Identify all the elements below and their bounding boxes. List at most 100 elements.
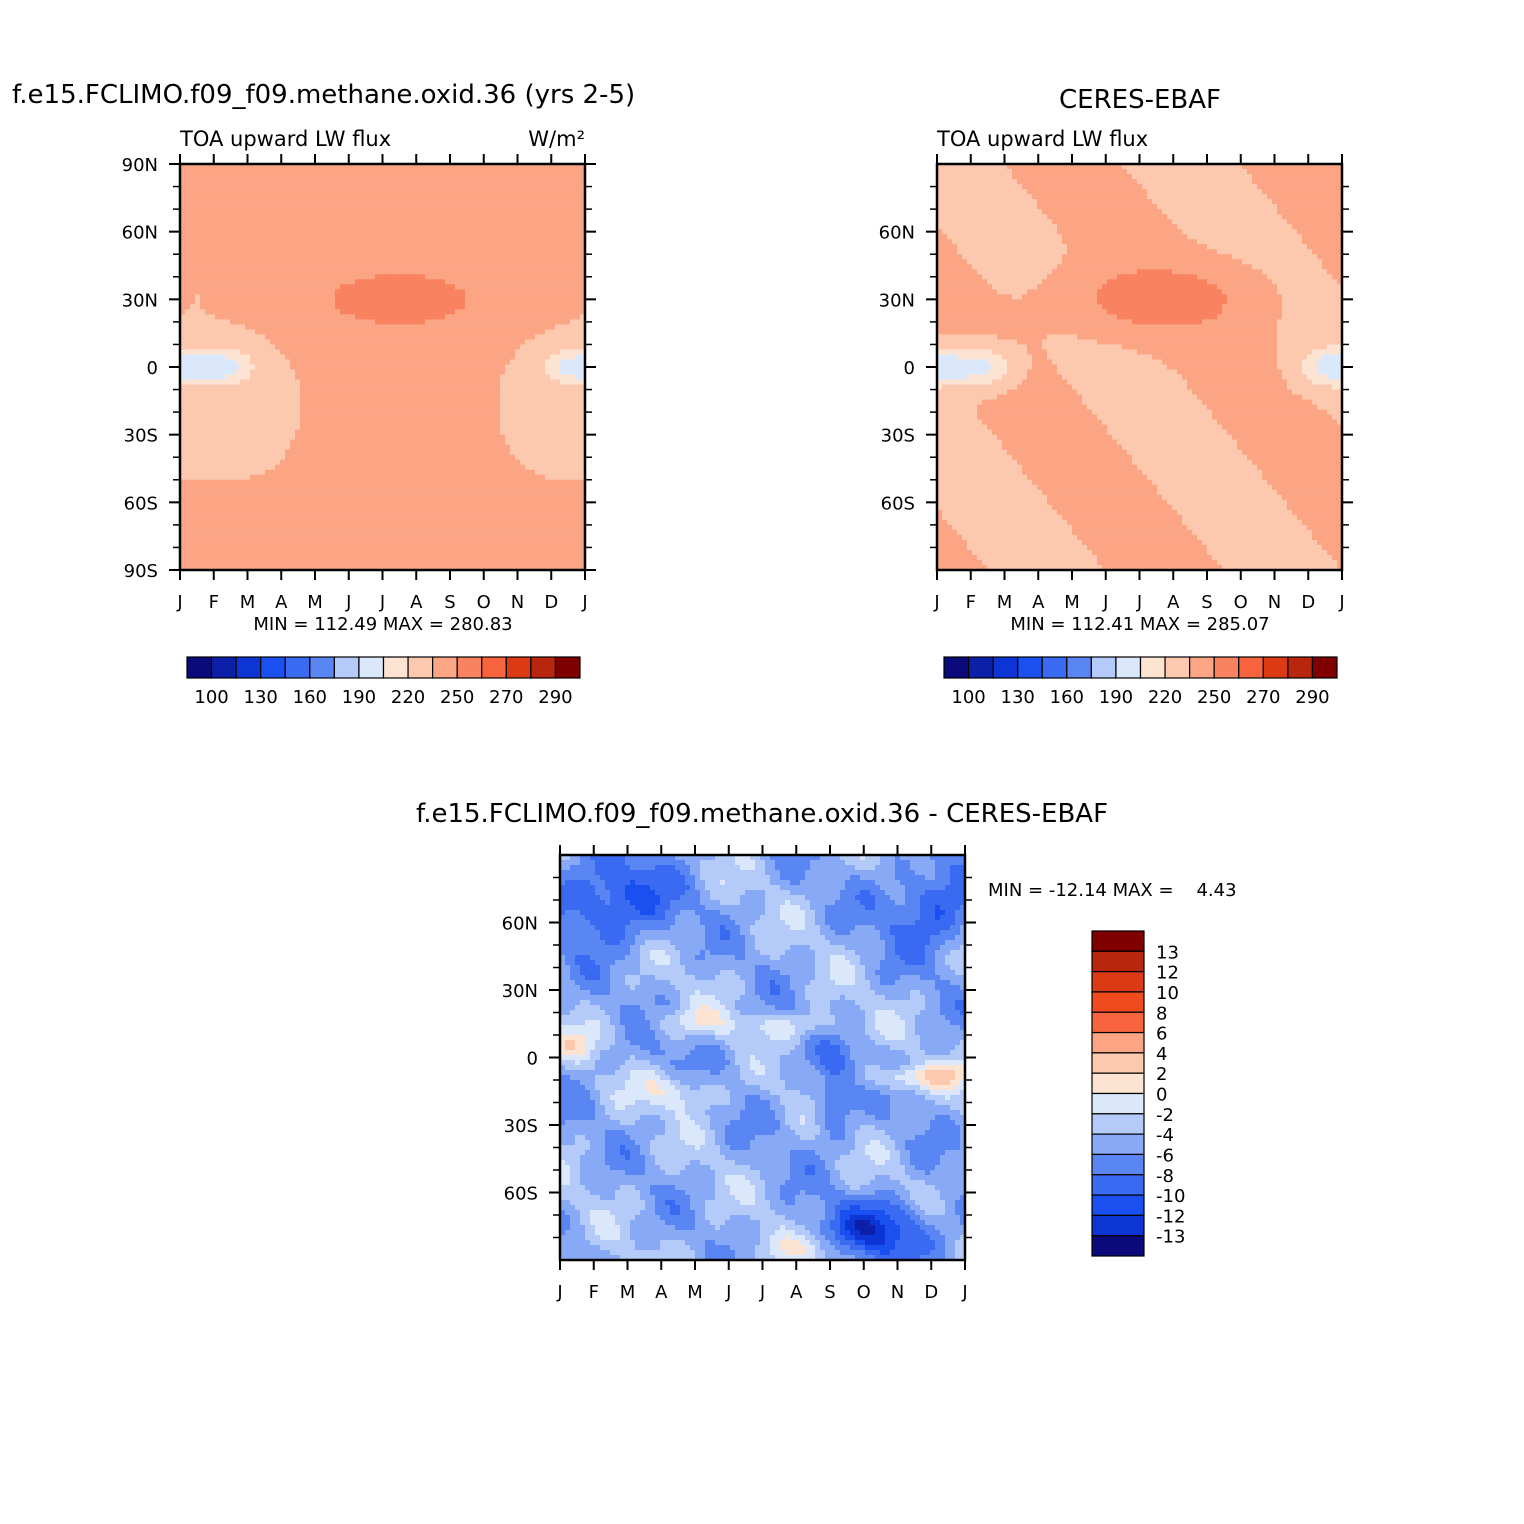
field-cell [285, 219, 291, 225]
field-cell [535, 349, 541, 356]
field-cell [530, 369, 536, 376]
field-cell [510, 249, 516, 255]
field-cell [490, 274, 496, 280]
field-cell [440, 264, 446, 270]
field-cell [335, 184, 341, 190]
field-cell [480, 334, 486, 341]
field-cell [425, 309, 431, 315]
field-cell [285, 444, 291, 451]
field-cell [220, 349, 226, 356]
field-cell [400, 264, 406, 270]
field-cell [390, 459, 396, 466]
field-cell [235, 389, 241, 396]
field-cell [435, 164, 441, 170]
field-cell [240, 454, 246, 461]
field-cell [345, 359, 351, 366]
field-cell [570, 459, 576, 466]
field-cell [570, 229, 576, 235]
field-cell [405, 309, 411, 315]
field-cell [495, 394, 501, 401]
field-cell [380, 184, 386, 190]
field-cell [530, 444, 536, 451]
field-cell [455, 369, 461, 376]
field-cell [430, 429, 436, 436]
field-cell [465, 189, 471, 195]
field-cell [325, 374, 331, 381]
field-cell [305, 379, 311, 386]
field-cell [375, 339, 381, 346]
field-cell [305, 224, 311, 230]
field-cell [535, 394, 541, 401]
field-cell [370, 469, 376, 476]
field-cell [405, 459, 411, 466]
field-cell [420, 459, 426, 466]
field-cell [410, 419, 416, 426]
field-cell [480, 434, 486, 441]
field-cell [460, 434, 466, 441]
field-cell [525, 344, 531, 351]
field-cell [290, 199, 296, 205]
field-cell [550, 284, 556, 290]
field-cell [375, 449, 381, 456]
field-cell [325, 239, 331, 245]
field-cell [505, 424, 511, 431]
field-cell [555, 294, 561, 300]
field-cell [445, 449, 451, 456]
field-cell [470, 314, 476, 320]
field-cell [310, 189, 316, 195]
field-cell [520, 369, 526, 376]
field-cell [580, 269, 585, 275]
field-cell [255, 164, 261, 170]
field-cell [280, 354, 286, 361]
field-cell [365, 264, 371, 270]
field-cell [300, 364, 306, 371]
field-cell [250, 229, 256, 235]
field-cell [310, 364, 316, 371]
field-cell [360, 439, 366, 446]
field-cell [285, 429, 291, 436]
field-cell [455, 399, 461, 406]
field-cell [265, 194, 271, 200]
field-cell [570, 349, 576, 356]
field-cell [270, 179, 276, 185]
field-cell [265, 404, 271, 411]
field-cell [545, 364, 551, 371]
field-cell [260, 264, 266, 270]
field-cell [510, 314, 516, 320]
field-cell [465, 284, 471, 290]
field-cell [505, 229, 511, 235]
field-cell [530, 289, 536, 295]
field-cell [415, 374, 421, 381]
field-cell [580, 279, 585, 285]
field-cell [540, 294, 546, 300]
field-cell [320, 259, 326, 265]
field-cell [210, 339, 216, 346]
field-cell [340, 204, 346, 210]
field-cell [300, 169, 306, 175]
field-cell [520, 264, 526, 270]
field-cell [375, 189, 381, 195]
field-cell [565, 299, 571, 305]
field-cell [545, 274, 551, 280]
field-cell [520, 184, 526, 190]
field-cell [235, 239, 241, 245]
field-cell [220, 204, 226, 210]
field-cell [330, 194, 336, 200]
field-cell [375, 214, 381, 220]
field-cell [180, 304, 186, 310]
field-cell [225, 394, 231, 401]
field-cell [440, 469, 446, 476]
field-cell [250, 459, 256, 466]
field-cell [515, 204, 521, 210]
field-cell [375, 224, 381, 230]
field-cell [400, 379, 406, 386]
field-cell [215, 459, 221, 466]
field-cell [570, 439, 576, 446]
field-cell [365, 329, 371, 336]
field-cell [225, 419, 231, 426]
field-cell [290, 349, 296, 356]
field-cell [495, 389, 501, 396]
field-cell [380, 419, 386, 426]
field-cell [395, 374, 401, 381]
field-cell [530, 234, 536, 240]
